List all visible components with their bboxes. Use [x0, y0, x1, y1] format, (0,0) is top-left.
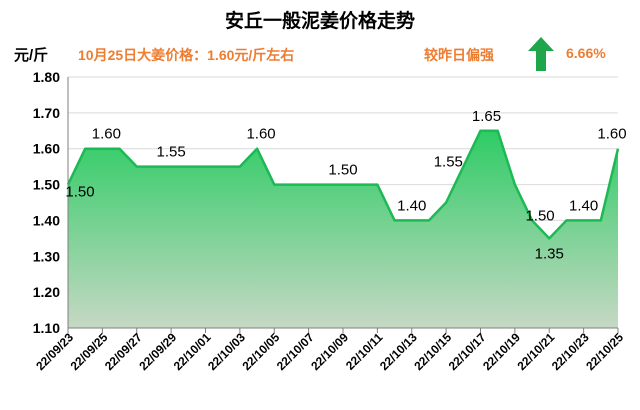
x-tick-label: 22/10/25	[583, 330, 626, 373]
y-tick-label: 1.20	[33, 284, 60, 300]
price-note: 10月25日大姜价格：1.60元/斤左右	[78, 47, 295, 63]
data-label: 1.55	[434, 154, 463, 171]
data-label: 1.60	[246, 126, 275, 143]
change-percent: 6.66%	[566, 45, 606, 61]
data-label: 1.50	[65, 184, 94, 201]
y-tick-label: 1.10	[33, 320, 60, 336]
y-tick-label: 1.60	[33, 141, 60, 157]
data-label: 1.50	[328, 162, 357, 179]
area-layer	[66, 129, 620, 328]
data-label: 1.60	[92, 126, 121, 143]
y-tick-label: 1.30	[33, 248, 60, 264]
data-labels: 1.50 1.60 1.55 1.60 1.50 1.40 1.55 1.65 1.50 1.35…	[65, 108, 626, 263]
data-label: 1.55	[157, 144, 186, 161]
y-tick-label: 1.40	[33, 212, 60, 228]
data-label: 1.60	[597, 126, 626, 143]
data-label: 1.40	[397, 197, 426, 214]
data-label: 1.65	[472, 108, 501, 125]
data-label: 1.40	[569, 197, 598, 214]
x-axis-tick-labels: 22/09/2322/09/2522/09/2722/09/2922/10/01…	[33, 330, 626, 373]
area-fill	[68, 130, 618, 328]
y-tick-label: 1.80	[33, 69, 60, 85]
chart-title: 安丘一般泥姜价格走势	[224, 11, 415, 32]
compare-label: 较昨日偏强	[424, 47, 494, 63]
series-line	[66, 129, 620, 240]
data-label: 1.35	[535, 245, 564, 262]
data-label: 1.50	[525, 207, 554, 224]
x-tick-label: 22/10/09	[308, 330, 351, 373]
axes	[67, 77, 619, 333]
y-tick-label: 1.70	[33, 105, 60, 121]
up-arrow-icon	[528, 37, 554, 71]
y-axis-tick-labels: 1.80 1.70 1.60 1.50 1.40 1.30 1.20 1.10	[33, 69, 60, 336]
y-tick-label: 1.50	[33, 177, 60, 193]
up-arrow-shape	[528, 37, 554, 71]
unit-label: 元/斤	[14, 47, 49, 64]
